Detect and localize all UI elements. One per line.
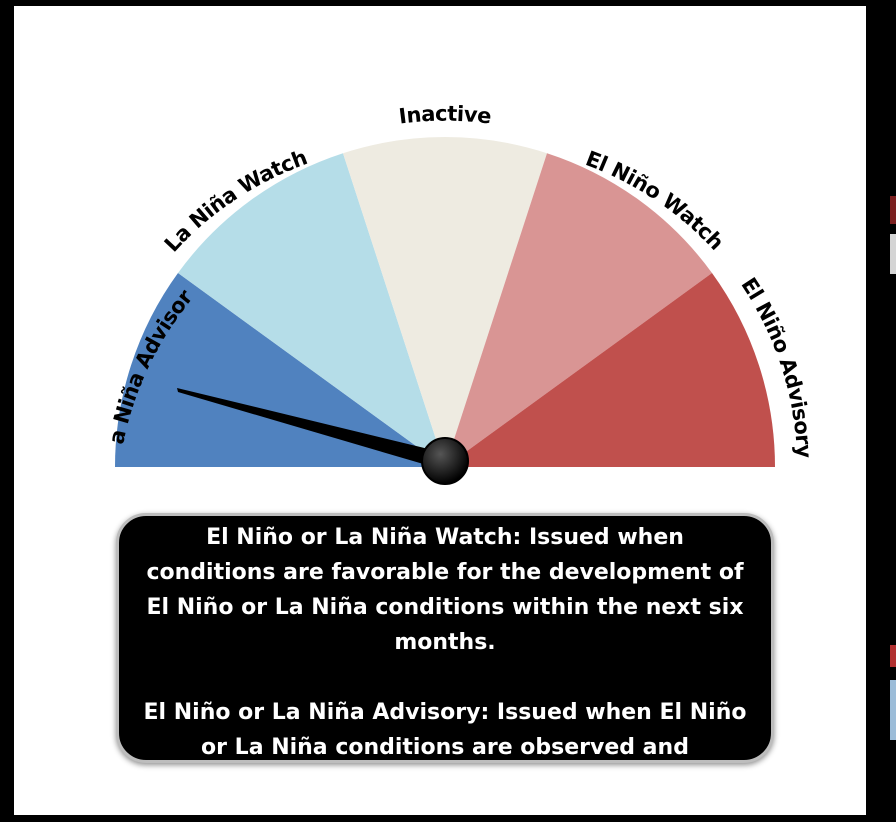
- gauge-segment-el-nino-watch: [445, 153, 712, 467]
- advisory-definition: El Niño or La Niña Advisory: Issued when…: [143, 700, 747, 795]
- edge-mark-4: [890, 680, 896, 740]
- edge-mark-3: [890, 645, 896, 667]
- definitions-box: El Niño or La Niña Watch: Issued when co…: [116, 513, 774, 795]
- gauge-needle: [177, 388, 441, 468]
- gauge-hub: [421, 437, 469, 485]
- segment-label-inactive: Inactive: [397, 102, 492, 129]
- gauge-segment-el-nino-advisory: [445, 273, 775, 467]
- gauge-segment-la-nina-watch: [178, 153, 445, 467]
- gauge-segment-la-nina-advisory: [114, 273, 445, 467]
- watch-definition: El Niño or La Niña Watch: Issued when co…: [146, 525, 744, 655]
- edge-mark-1: [890, 196, 896, 224]
- edge-mark-2: [890, 234, 896, 274]
- gauge-segment-inactive: [343, 137, 547, 467]
